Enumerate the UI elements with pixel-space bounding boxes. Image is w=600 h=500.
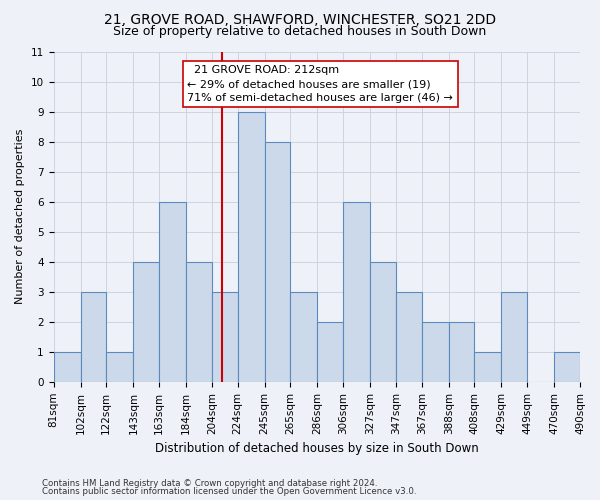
Bar [53,352,80,382]
Bar [212,292,238,382]
Bar [554,352,580,382]
Bar [186,262,212,382]
Text: 21, GROVE ROAD, SHAWFORD, WINCHESTER, SO21 2DD: 21, GROVE ROAD, SHAWFORD, WINCHESTER, SO… [104,12,496,26]
Y-axis label: Number of detached properties: Number of detached properties [15,129,25,304]
Bar [502,292,527,382]
Bar [370,262,396,382]
Bar [80,292,106,382]
Bar [396,292,422,382]
Bar [317,322,343,382]
Bar [290,292,317,382]
Text: 21 GROVE ROAD: 212sqm  
← 29% of detached houses are smaller (19)
71% of semi-de: 21 GROVE ROAD: 212sqm ← 29% of detached … [187,65,453,103]
Bar [265,142,290,382]
Bar [133,262,159,382]
Bar [238,112,265,382]
Text: Size of property relative to detached houses in South Down: Size of property relative to detached ho… [113,25,487,38]
Bar [343,202,370,382]
Bar [475,352,502,382]
Bar [422,322,449,382]
Bar [106,352,133,382]
Bar [449,322,475,382]
Bar [159,202,186,382]
X-axis label: Distribution of detached houses by size in South Down: Distribution of detached houses by size … [155,442,479,455]
Text: Contains public sector information licensed under the Open Government Licence v3: Contains public sector information licen… [42,487,416,496]
Text: Contains HM Land Registry data © Crown copyright and database right 2024.: Contains HM Land Registry data © Crown c… [42,478,377,488]
